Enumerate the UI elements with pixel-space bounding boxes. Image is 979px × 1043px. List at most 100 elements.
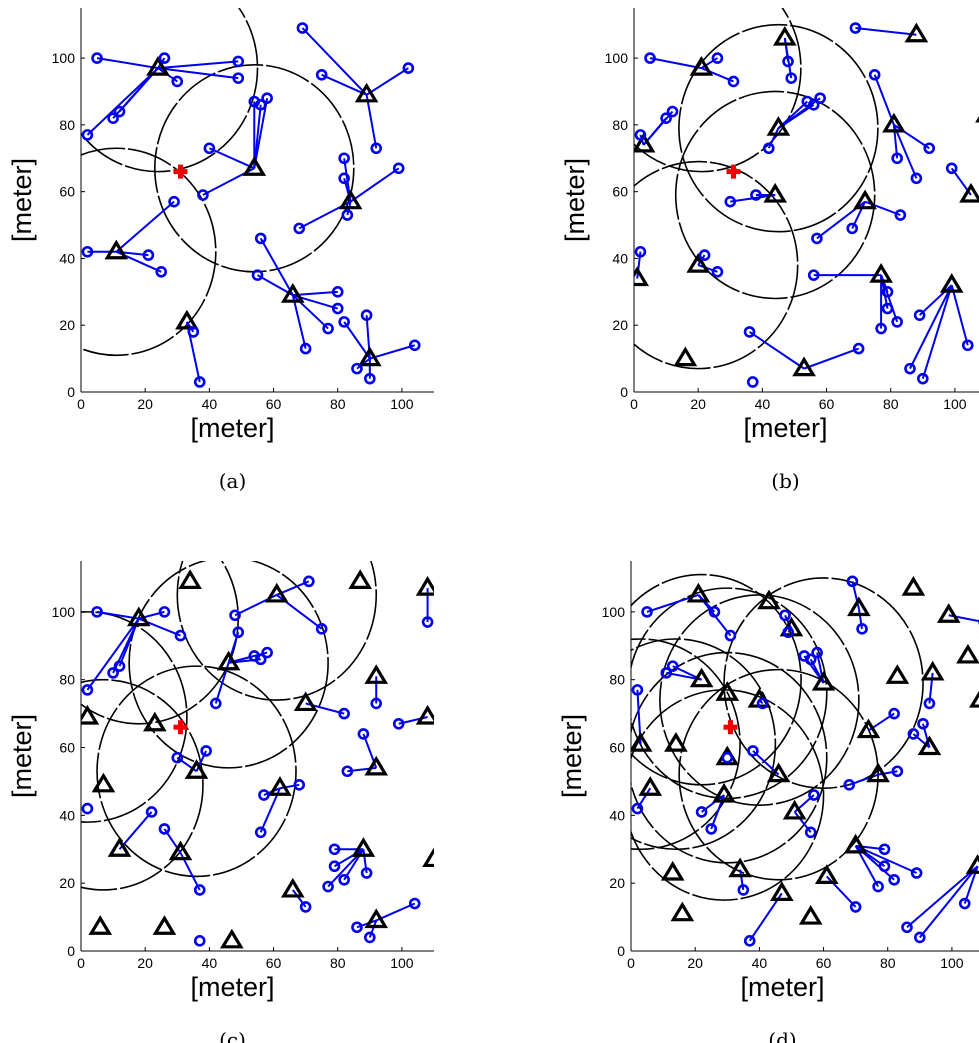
- coverage-circle: [631, 587, 828, 800]
- sensor-node: [846, 222, 859, 235]
- relay-triangle: [81, 704, 100, 725]
- link-line: [259, 237, 294, 296]
- y-axis-label: [meter]: [557, 714, 587, 798]
- y-tick-label: 40: [59, 807, 75, 823]
- sensor-node: [756, 697, 769, 710]
- sensor-node: [666, 660, 679, 672]
- sensor-node: [171, 75, 184, 88]
- sensor-node: [660, 112, 672, 124]
- sensor-node: [782, 626, 795, 639]
- relay-triangle: [264, 582, 289, 603]
- sensor-node: [293, 222, 306, 235]
- sensor-node: [958, 897, 971, 910]
- x-tick-label: 20: [137, 955, 153, 971]
- sensor-node: [232, 626, 245, 639]
- x-tick-label: 80: [880, 955, 896, 971]
- x-tick-label: 60: [266, 955, 282, 971]
- coverage-circle: [81, 8, 259, 173]
- y-tick-label: 20: [59, 875, 75, 891]
- sensor-node: [328, 843, 341, 856]
- sensor-node: [804, 653, 817, 666]
- sensor-node: [945, 162, 958, 175]
- link-line: [96, 610, 139, 620]
- sensor-node: [888, 707, 900, 720]
- sensor-node: [750, 189, 762, 201]
- sensor-node: [338, 172, 350, 185]
- sensor-node: [364, 931, 376, 944]
- sensor-node: [351, 921, 363, 934]
- x-tick-label: 20: [690, 396, 706, 412]
- sensor-node: [807, 269, 820, 281]
- relay-triangle: [184, 759, 209, 779]
- relay-triangle: [763, 182, 788, 203]
- x-axis-label: [meter]: [190, 413, 274, 443]
- sensor-node: [402, 62, 415, 74]
- sensor-node: [322, 322, 334, 335]
- relay-triangle: [126, 606, 151, 627]
- y-tick-label: 80: [59, 672, 75, 688]
- link-line: [919, 865, 979, 939]
- y-tick-label: 20: [59, 317, 75, 333]
- sensor-node: [727, 75, 740, 88]
- sensor-node: [721, 751, 734, 764]
- sensor-node: [293, 779, 306, 791]
- sensor-node: [917, 717, 929, 730]
- relay-triangle: [904, 22, 929, 43]
- sensor-node: [891, 152, 903, 165]
- link-line: [118, 811, 153, 850]
- sensor-node: [299, 342, 312, 355]
- link-line: [292, 290, 338, 297]
- sensor-node: [852, 342, 865, 355]
- link-line: [855, 844, 918, 874]
- sensor-node: [107, 112, 119, 124]
- sensor-node: [203, 142, 216, 155]
- relay-triangle: [814, 864, 839, 884]
- sensor-node: [666, 105, 679, 118]
- sensor-node: [338, 316, 350, 328]
- relay-triangle: [357, 346, 382, 367]
- sensor-node: [155, 265, 168, 278]
- sensor-node: [782, 55, 794, 68]
- x-tick-label: 100: [940, 955, 964, 971]
- link-line: [291, 294, 307, 349]
- sensor-node: [338, 873, 350, 886]
- sensor-node: [849, 22, 862, 34]
- y-tick-label: 0: [617, 943, 625, 959]
- relay-triangle: [811, 670, 836, 691]
- sensor-node: [634, 245, 647, 258]
- link-line: [349, 167, 400, 203]
- sensor-node: [392, 162, 405, 175]
- relay-triangle: [242, 156, 267, 176]
- sensor-node: [254, 826, 267, 839]
- link-line: [365, 94, 378, 149]
- x-tick-label: 60: [819, 396, 835, 412]
- y-tick-label: 40: [59, 250, 75, 266]
- sensor-node: [107, 667, 119, 679]
- coverage-circle: [631, 651, 828, 864]
- relay-triangle: [766, 116, 791, 136]
- relay-triangle: [843, 833, 868, 854]
- coverage-circle: [634, 8, 802, 173]
- y-tick-label: 100: [605, 50, 629, 66]
- sensor-node: [743, 326, 756, 338]
- panel-b: 0 20 40 60 80 100 0 20 40 60 80 100 [meter] [meter] (b…: [560, 8, 979, 493]
- coverage-circle: [659, 594, 860, 806]
- coverage-circle: [634, 160, 799, 370]
- link-line: [208, 147, 255, 170]
- sensor-node: [779, 609, 791, 622]
- y-tick-label: 100: [602, 604, 626, 620]
- sensor-node: [891, 316, 903, 328]
- coverage-circle: [723, 577, 924, 790]
- x-tick-label: 40: [752, 955, 768, 971]
- link-line: [893, 124, 918, 179]
- sensor-node: [641, 606, 653, 618]
- relay-triangle: [959, 182, 979, 203]
- link-line: [855, 27, 917, 36]
- sensor-node: [711, 265, 724, 278]
- sensor-node: [360, 309, 373, 322]
- sensor-node: [338, 707, 350, 720]
- link-line: [642, 110, 674, 146]
- relay-triangle: [689, 55, 714, 76]
- relay-triangle: [415, 576, 434, 596]
- sensor-node: [261, 92, 273, 104]
